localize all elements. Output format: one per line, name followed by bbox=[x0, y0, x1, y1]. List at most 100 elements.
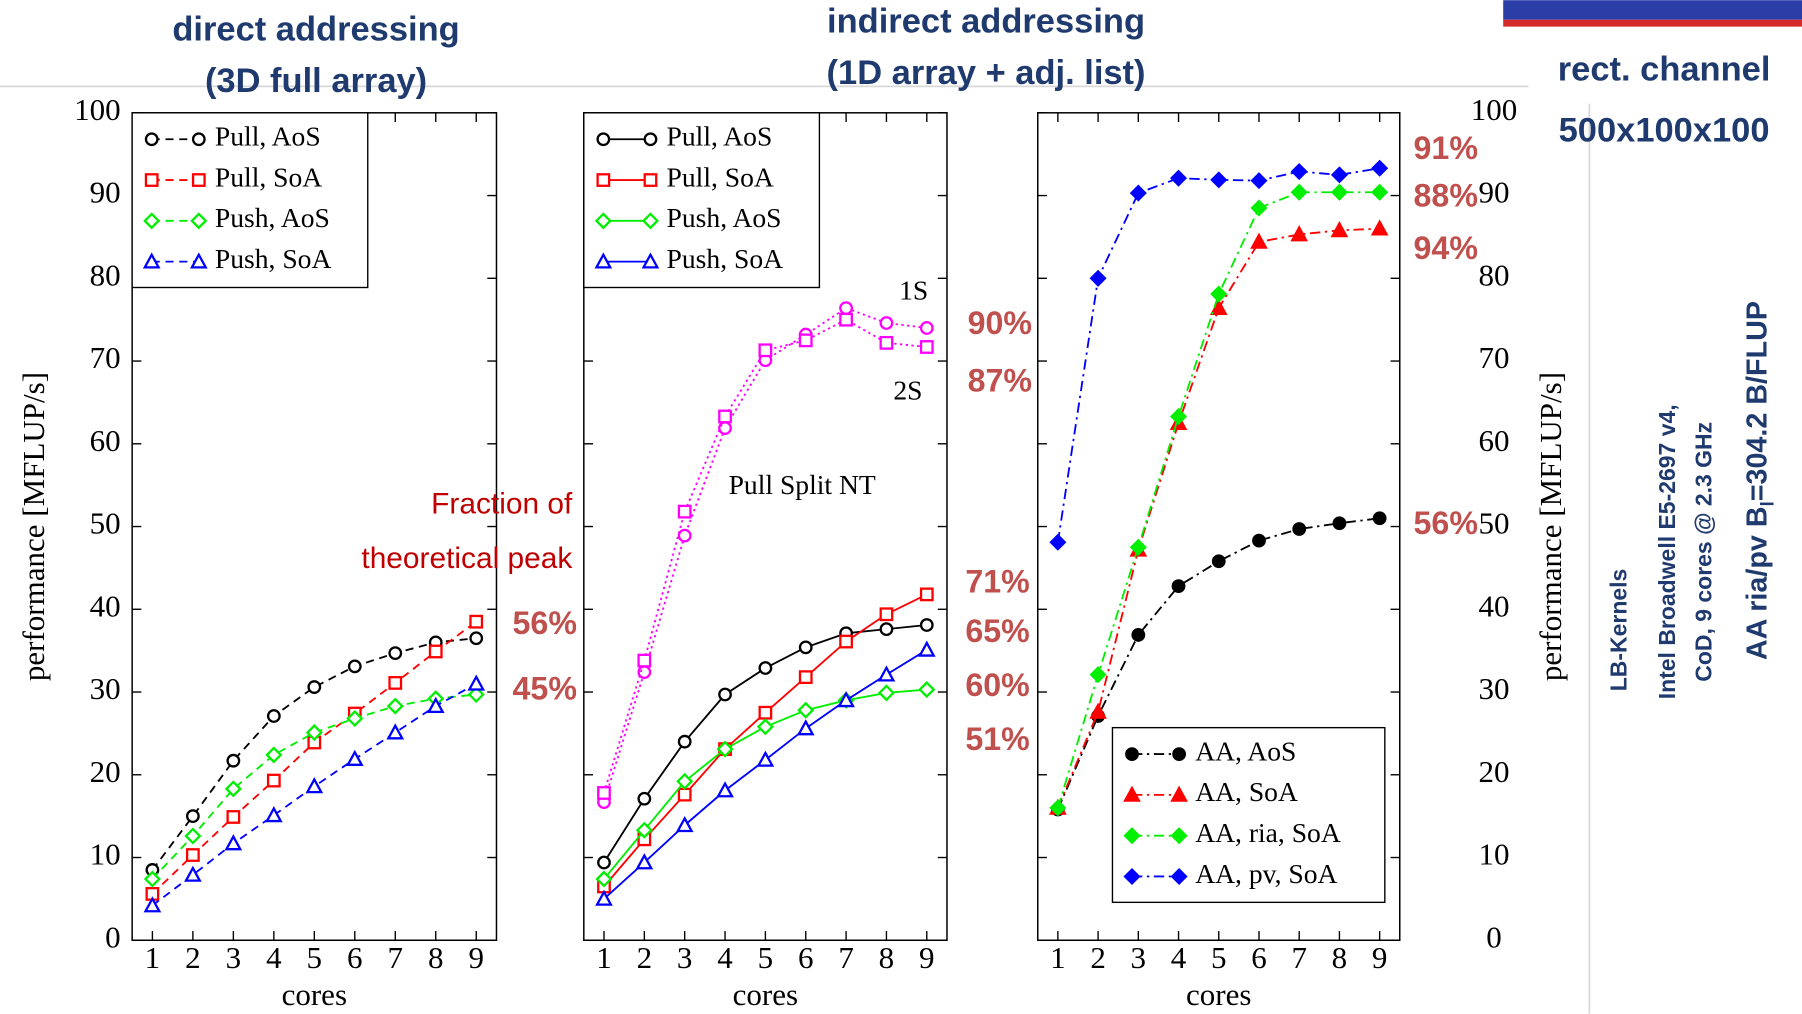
marker bbox=[677, 504, 692, 519]
y-tick-label: 30 bbox=[1478, 671, 1509, 706]
marker bbox=[143, 212, 161, 230]
marker bbox=[266, 773, 281, 788]
x-axis-label: cores bbox=[1186, 977, 1251, 1012]
heading: rect. channel bbox=[1558, 51, 1771, 89]
legend-box bbox=[131, 112, 369, 289]
marker bbox=[1250, 199, 1268, 217]
marker bbox=[918, 681, 936, 699]
peak-fraction: 94% bbox=[1414, 230, 1478, 266]
marker bbox=[756, 718, 774, 736]
marker bbox=[143, 870, 161, 888]
marker bbox=[595, 870, 613, 888]
brand-bar bbox=[1503, 0, 1802, 20]
peak-fraction: 60% bbox=[965, 667, 1029, 703]
x-tick-label: 1 bbox=[145, 940, 161, 975]
marker bbox=[467, 674, 486, 691]
marker bbox=[1170, 827, 1188, 845]
marker bbox=[919, 321, 934, 335]
side-note-part: AA ria/pv B bbox=[1741, 506, 1773, 660]
x-tick-label: 8 bbox=[1332, 940, 1348, 975]
marker bbox=[265, 806, 283, 823]
y-tick-label: 40 bbox=[1478, 588, 1509, 623]
marker bbox=[305, 724, 323, 742]
x-tick-label: 4 bbox=[1171, 940, 1187, 975]
marker bbox=[1210, 285, 1228, 303]
x-tick-label: 7 bbox=[388, 940, 404, 975]
y-tick-label: 60 bbox=[90, 423, 121, 458]
series-line bbox=[603, 318, 927, 794]
y-tick-label: 80 bbox=[90, 257, 121, 292]
marker bbox=[677, 528, 692, 543]
series-line bbox=[1056, 191, 1380, 809]
marker bbox=[346, 709, 364, 728]
x-tick-label: 9 bbox=[468, 940, 484, 975]
peak-fraction: 71% bbox=[965, 563, 1029, 599]
marker bbox=[189, 252, 208, 269]
marker bbox=[839, 301, 853, 315]
y-tick-label: 20 bbox=[1478, 754, 1509, 789]
marker bbox=[185, 848, 200, 862]
marker bbox=[226, 810, 241, 824]
marker bbox=[877, 684, 895, 702]
marker bbox=[641, 252, 660, 269]
marker bbox=[1371, 183, 1389, 201]
heading: indirect addressing bbox=[827, 2, 1145, 40]
x-tick-label: 5 bbox=[1211, 940, 1227, 975]
marker bbox=[185, 809, 200, 824]
x-tick-label: 7 bbox=[1291, 940, 1307, 975]
series-line bbox=[151, 693, 477, 880]
peak-fraction: 88% bbox=[1414, 177, 1478, 213]
marker bbox=[718, 409, 732, 424]
marker bbox=[1129, 538, 1147, 556]
marker bbox=[758, 661, 773, 675]
marker bbox=[1123, 867, 1141, 885]
marker bbox=[635, 821, 653, 839]
x-tick-label: 9 bbox=[1372, 940, 1388, 975]
marker bbox=[1330, 166, 1348, 184]
marker bbox=[756, 750, 775, 767]
marker bbox=[191, 132, 206, 147]
side-note: Intel Broadwell E5-2697 v4, bbox=[1654, 404, 1680, 699]
marker bbox=[798, 333, 813, 348]
x-tick-label: 3 bbox=[226, 940, 242, 975]
marker bbox=[388, 646, 403, 661]
peak-fraction: 87% bbox=[968, 362, 1032, 398]
y-tick-label: 50 bbox=[90, 506, 121, 541]
marker bbox=[1170, 785, 1188, 802]
marker bbox=[595, 889, 613, 906]
marker bbox=[1171, 579, 1186, 594]
y-tick-label: 70 bbox=[90, 340, 121, 375]
marker bbox=[305, 777, 324, 794]
marker bbox=[1089, 702, 1107, 719]
marker bbox=[837, 691, 855, 708]
marker bbox=[1170, 867, 1188, 885]
marker bbox=[1330, 183, 1348, 201]
marker bbox=[386, 697, 404, 715]
series-line bbox=[151, 637, 477, 871]
y-tick-label: 90 bbox=[1478, 175, 1509, 210]
x-axis-label: cores bbox=[733, 977, 798, 1012]
marker bbox=[641, 212, 659, 230]
series-label: 2S bbox=[893, 375, 922, 406]
marker bbox=[1125, 747, 1139, 761]
y-tick-label: 0 bbox=[1486, 919, 1502, 954]
legend-label: AA, AoS bbox=[1195, 735, 1296, 766]
legend-label: Push, AoS bbox=[215, 202, 330, 233]
marker bbox=[716, 740, 734, 758]
y-tick-label: 40 bbox=[90, 588, 121, 623]
y-tick-label: 60 bbox=[1478, 423, 1509, 458]
marker bbox=[1332, 516, 1347, 531]
marker bbox=[426, 696, 445, 713]
x-tick-label: 4 bbox=[266, 940, 282, 975]
marker bbox=[879, 622, 894, 637]
brand-bar bbox=[1503, 19, 1802, 27]
y-tick-label: 0 bbox=[105, 919, 121, 954]
legend-label: AA, pv, SoA bbox=[1195, 858, 1337, 889]
x-tick-label: 6 bbox=[798, 940, 814, 975]
marker bbox=[643, 173, 658, 187]
marker bbox=[716, 781, 734, 798]
marker bbox=[1372, 511, 1387, 526]
marker bbox=[877, 665, 896, 682]
x-axis-label: cores bbox=[282, 977, 347, 1012]
x-tick-label: 1 bbox=[1050, 940, 1066, 975]
